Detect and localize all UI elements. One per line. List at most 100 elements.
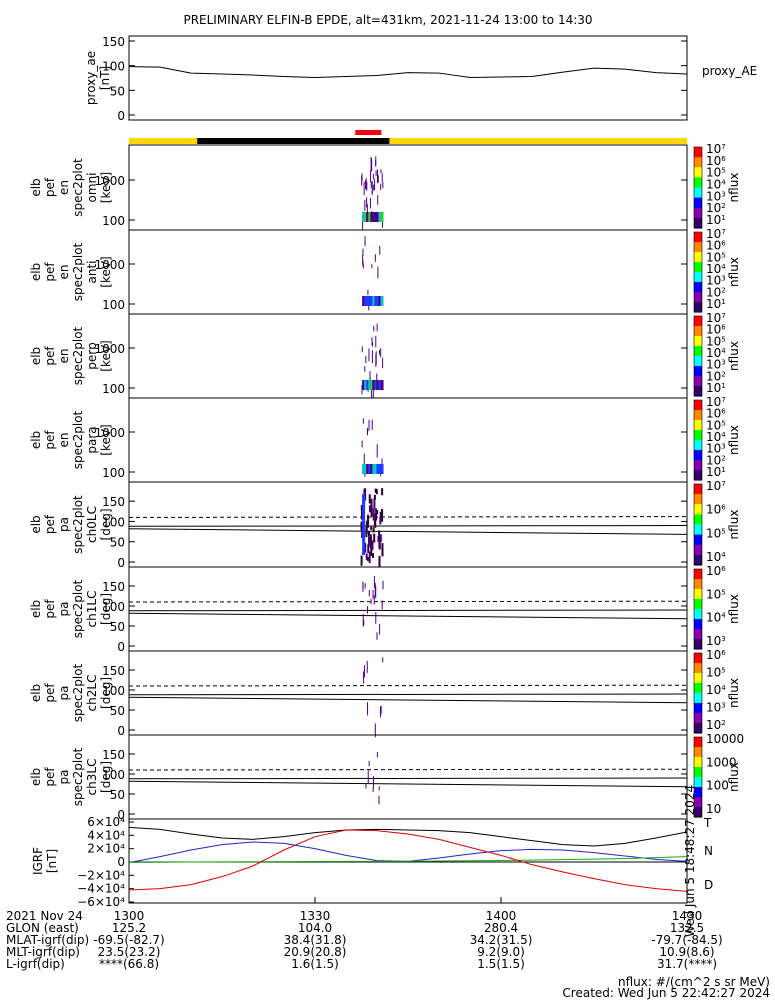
spectrogram-cell xyxy=(362,380,366,390)
proxy-ae-line xyxy=(128,66,688,79)
colorbar-segment xyxy=(694,147,702,150)
colorbar-segment xyxy=(694,536,702,540)
colorbar-segment xyxy=(694,771,702,774)
colorbar-segment xyxy=(694,544,702,548)
colorbar-frame xyxy=(693,315,703,397)
colorbar-segment xyxy=(694,171,702,174)
x-tick-value: 20.9(20.8) xyxy=(284,945,347,959)
colorbar-segment xyxy=(694,232,702,235)
colorbar-segment xyxy=(694,803,702,806)
colorbar-segment xyxy=(694,207,702,211)
colorbar-tick-label: 103 xyxy=(706,634,726,648)
panel-frame xyxy=(128,229,688,315)
colorbar-segment xyxy=(694,498,702,501)
y-tick-label: 1000 xyxy=(94,426,125,440)
y-axis-label: en xyxy=(57,433,71,448)
colorbar-segment xyxy=(694,757,702,760)
colorbar-segment xyxy=(694,460,702,463)
colorbar-segment xyxy=(694,671,702,674)
colorbar-segment xyxy=(694,157,702,160)
colorbar-segment xyxy=(694,368,702,371)
y-axis-label: [keV] xyxy=(99,172,113,203)
colorbar-tick-label: 105 xyxy=(706,526,726,540)
spectrogram-cell xyxy=(372,212,376,222)
colorbar-segment xyxy=(694,641,702,644)
igrf-series-label: N xyxy=(704,844,713,858)
colorbar-tick-label: 105 xyxy=(706,334,726,348)
panel-frame xyxy=(128,650,688,736)
colorbar-segment xyxy=(694,625,702,628)
colorbar-segment xyxy=(694,633,702,636)
colorbar-segment xyxy=(694,619,702,622)
colorbar-segment xyxy=(694,615,702,618)
y-tick-label: 150 xyxy=(102,495,125,509)
colorbar-segment xyxy=(694,621,702,624)
colorbar-segment xyxy=(694,183,702,187)
colorbar-segment xyxy=(694,603,702,606)
spectrogram-cell xyxy=(366,296,370,306)
colorbar-segment xyxy=(694,310,702,313)
spectrogram-cell xyxy=(376,380,380,390)
colorbar-segment xyxy=(694,151,702,154)
loss-cone-solid xyxy=(128,525,688,527)
colorbar-segment xyxy=(694,358,702,361)
y-axis-label: en xyxy=(57,349,71,364)
colorbar: 10000 1000 100 10 nflux xyxy=(693,732,744,818)
colorbar-segment xyxy=(694,787,702,790)
colorbar-segment xyxy=(694,159,702,162)
colorbar-segment xyxy=(694,593,702,596)
colorbar-segment xyxy=(694,456,702,459)
colorbar-segment xyxy=(694,605,702,608)
colorbar-segment xyxy=(694,729,702,732)
y-axis-label: spec2plot xyxy=(71,158,85,217)
colorbar-segment xyxy=(694,484,702,487)
x-tick-value: 280.4 xyxy=(484,921,518,935)
y-axis-label: [keV] xyxy=(99,340,113,371)
y-tick-label: 50 xyxy=(110,788,125,802)
colorbar-segment xyxy=(694,583,702,586)
spectrogram-cell xyxy=(366,212,370,222)
y-axis-label: [deg] xyxy=(99,677,113,709)
colorbar-segment xyxy=(694,344,702,347)
colorbar-segment xyxy=(694,306,702,309)
colorbar-segment xyxy=(694,308,702,311)
colorbar-segment xyxy=(694,494,702,497)
y-axis-label: omni xyxy=(85,173,99,203)
spectrogram-cell xyxy=(364,380,368,390)
colorbar-segment xyxy=(694,300,702,303)
colorbar-segment xyxy=(694,552,702,556)
colorbar-segment xyxy=(694,701,702,704)
spectrogram-cell xyxy=(372,464,376,474)
colorbar-tick-label: 107 xyxy=(706,227,726,241)
y-axis-label: [deg] xyxy=(99,509,113,541)
colorbar-tick-label: 101 xyxy=(706,297,726,311)
loss-cone-dashed xyxy=(128,684,688,687)
colorbar-segment xyxy=(694,266,702,269)
y-axis-label: elb xyxy=(29,431,43,449)
colorbar-segment xyxy=(694,320,702,323)
x-tick-value: 9.2(9.0) xyxy=(477,945,525,959)
colorbar-segment xyxy=(694,558,702,562)
colorbar-segment xyxy=(694,153,702,156)
y-tick-label: 50 xyxy=(110,620,125,634)
colorbar-tick-label: 104 xyxy=(706,346,726,360)
colorbar-segment xyxy=(694,254,702,257)
colorbar-tick-label: 105 xyxy=(706,418,726,432)
colorbar-segment xyxy=(694,534,702,538)
y-tick-label: 50 xyxy=(110,704,125,718)
colorbar-segment xyxy=(694,462,702,465)
colorbar-segment xyxy=(694,629,702,632)
colorbar-segment xyxy=(694,223,702,227)
colorbar-tick-label: 106 xyxy=(706,323,726,337)
panel-frame xyxy=(128,35,688,121)
colorbar-segment xyxy=(694,470,702,473)
colorbar-segment xyxy=(694,169,702,172)
colorbar-segment xyxy=(694,775,702,778)
colorbar-segment xyxy=(694,242,702,245)
colorbar-segment xyxy=(694,597,702,600)
colorbar-tick-label: 100 xyxy=(706,779,729,793)
colorbar-segment xyxy=(694,338,702,341)
